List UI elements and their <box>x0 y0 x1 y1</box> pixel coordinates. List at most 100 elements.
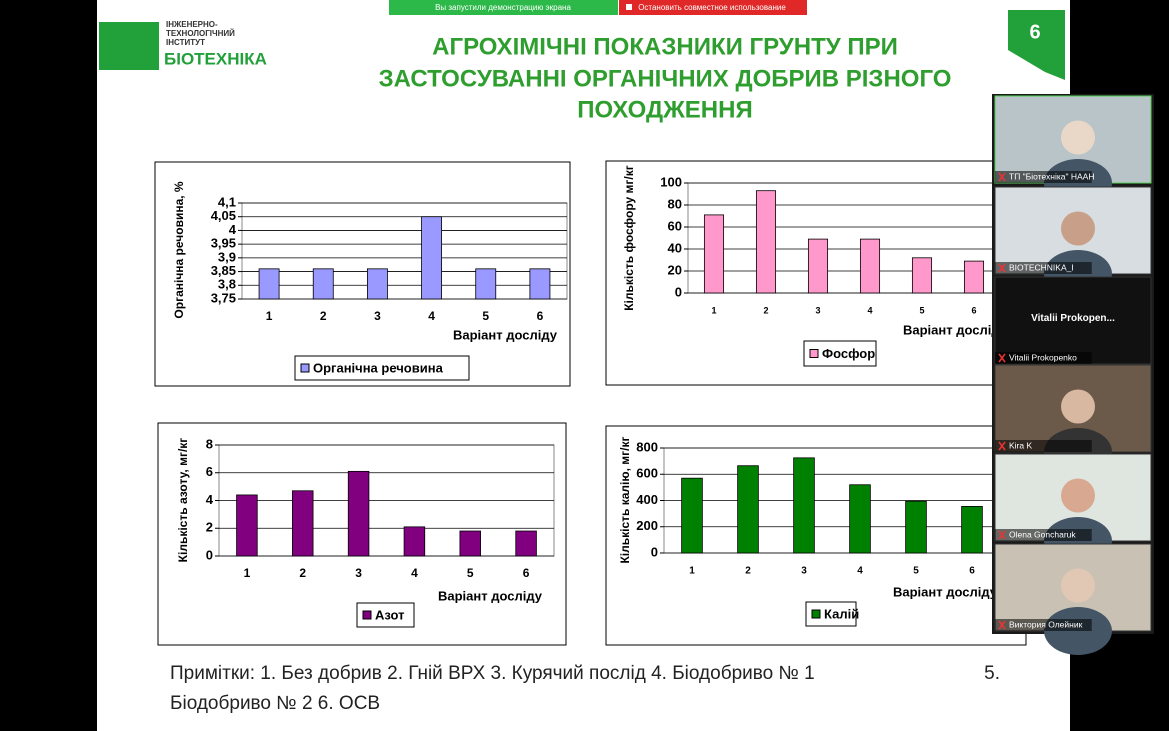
bar <box>421 216 443 300</box>
x-tick-label: 5 <box>482 309 489 323</box>
x-tick-label: 1 <box>266 309 273 323</box>
legend-label: Органічна речовина <box>313 360 444 375</box>
x-axis-label: Варіант досліду <box>903 322 1008 337</box>
muted-mic-icon <box>998 263 1006 273</box>
bar <box>529 268 551 300</box>
legend-swatch <box>811 609 821 619</box>
name-tag <box>995 440 1092 452</box>
muted-mic-icon <box>998 441 1006 451</box>
y-tick-label: 0 <box>651 544 658 559</box>
y-tick-label: 0 <box>206 547 213 562</box>
y-tick-label: 80 <box>668 196 682 211</box>
x-tick-label: 6 <box>523 566 530 580</box>
bar <box>459 530 481 557</box>
stop-button[interactable] <box>619 0 807 15</box>
x-tick-label: 4 <box>411 566 418 580</box>
name-tag <box>995 171 1092 183</box>
x-tick-label: 4 <box>867 305 872 315</box>
x-tick-label: 5 <box>913 566 919 577</box>
participant-name: Vitalii Prokopenko <box>1009 352 1077 362</box>
y-tick-label: 200 <box>636 518 658 533</box>
participant-display-name: Vitalii Prokopen... <box>1031 313 1115 324</box>
stop-text[interactable]: Остановить совместное использование <box>638 3 786 12</box>
legend-label: Калій <box>824 606 859 621</box>
y-tick-label: 800 <box>636 439 658 454</box>
y-tick-label: 3,9 <box>218 249 236 264</box>
x-tick-label: 2 <box>763 305 768 315</box>
bar <box>737 465 759 554</box>
person-head <box>1061 120 1095 155</box>
muted-mic-icon <box>998 530 1006 540</box>
sharing-text: Вы запустили демонстрацию экрана <box>435 3 571 12</box>
logo-mark <box>99 22 159 70</box>
legend-swatch <box>809 349 819 358</box>
person-head <box>1061 478 1095 513</box>
video-tile[interactable] <box>994 276 1152 365</box>
slide-title: АГРОХІМІЧНІ ПОКАЗНИКИ ГРУНТУ ПРИ ЗАСТОСУ… <box>379 33 952 123</box>
y-tick-label: 3,95 <box>211 236 236 251</box>
bar <box>475 268 497 300</box>
bar <box>703 214 725 294</box>
bar <box>807 238 829 294</box>
participant-name: Olena Goncharuk <box>1009 529 1076 539</box>
bar <box>258 268 280 300</box>
muted-mic-icon <box>998 620 1006 630</box>
legend-label: Азот <box>375 607 405 622</box>
note-line: Біодобриво № 2 6. ОСВ <box>170 693 380 714</box>
chart: 0 2 4 6 8 1 2 3 4 5 6 Азот Варіант досліду Кількість … <box>157 422 567 646</box>
y-tick-label: 3,75 <box>211 290 236 305</box>
bar <box>793 457 815 554</box>
person-head <box>1061 389 1095 424</box>
legend-swatch <box>300 363 310 373</box>
bar <box>905 500 927 554</box>
name-tag <box>995 619 1092 631</box>
x-tick-label: 3 <box>355 566 362 580</box>
y-tick-label: 2 <box>206 520 213 535</box>
slide-number-badge <box>1008 10 1065 80</box>
x-tick-label: 1 <box>244 566 251 580</box>
slide-number: 6 <box>1029 21 1040 43</box>
x-tick-label: 3 <box>374 309 381 323</box>
name-tag <box>995 262 1092 274</box>
x-tick-label: 5 <box>467 566 474 580</box>
y-tick-label: 600 <box>636 466 658 481</box>
legend-label: Фосфор <box>822 346 875 361</box>
bar <box>849 484 871 554</box>
muted-mic-icon <box>998 353 1006 363</box>
x-tick-label: 5 <box>919 305 924 315</box>
logo-brand: БІОТЕХНІКА <box>164 49 267 68</box>
logo-line: ТЕХНОЛОГІЧНИЙ <box>166 29 235 38</box>
name-tag <box>995 529 1092 541</box>
y-tick-label: 3,85 <box>211 263 236 278</box>
x-axis-label: Варіант досліду <box>893 584 998 599</box>
bar <box>292 490 314 557</box>
x-tick-label: 3 <box>801 566 807 577</box>
x-tick-label: 4 <box>428 309 435 323</box>
y-tick-label: 6 <box>206 464 213 479</box>
person-head <box>1061 211 1095 246</box>
bar <box>403 526 426 557</box>
x-tick-label: 6 <box>969 566 975 577</box>
y-tick-label: 4,1 <box>218 194 236 209</box>
y-tick-label: 4 <box>206 492 214 507</box>
bar <box>347 470 370 557</box>
person-head <box>1061 568 1095 603</box>
bar <box>366 268 388 300</box>
legend-swatch <box>362 610 372 620</box>
notes: Примітки: 1. Без добрив 2. Гній ВРХ 3. К… <box>170 663 1000 714</box>
title-line: ПОХОДЖЕННЯ <box>577 96 752 123</box>
name-tag <box>995 352 1092 364</box>
muted-mic-icon <box>998 172 1006 182</box>
logo: ІНЖЕНЕРНО- ТЕХНОЛОГІЧНИЙ ІНСТИТУТ БІОТЕХ… <box>99 20 267 70</box>
note-line: 5. <box>984 663 1000 684</box>
x-tick-label: 2 <box>299 566 306 580</box>
x-tick-label: 2 <box>745 566 751 577</box>
bar <box>236 494 258 557</box>
bar <box>681 477 703 554</box>
title-line: ЗАСТОСУВАННІ ОРГАНІЧНИХ ДОБРИВ РІЗНОГО <box>379 65 952 92</box>
y-tick-label: 20 <box>668 262 682 277</box>
